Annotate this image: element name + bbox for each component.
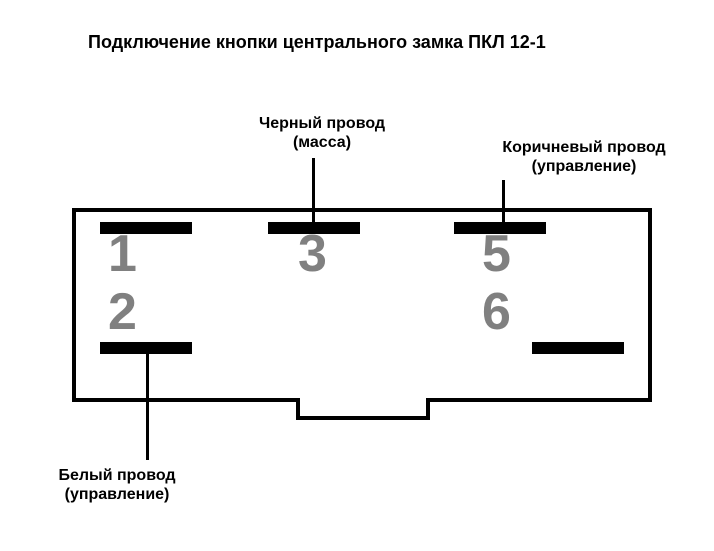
pin-2: 2: [108, 282, 137, 342]
label-white-wire: Белый провод (управление): [42, 466, 192, 504]
leader-pin5: [502, 180, 505, 222]
label-black-line1: Черный провод: [259, 115, 385, 132]
label-black-wire: Черный провод (масса): [242, 114, 402, 152]
pin5-bar: [454, 222, 546, 234]
pin3-bar: [268, 222, 360, 234]
label-white-line2: (управление): [65, 486, 170, 503]
label-white-line1: Белый провод: [58, 467, 175, 484]
pin1-bar: [100, 222, 192, 234]
pin-6: 6: [482, 282, 511, 342]
leader-pin3: [312, 158, 315, 222]
label-brown-wire: Коричневый провод (управление): [484, 138, 684, 176]
diagram-title: Подключение кнопки центрального замка ПК…: [88, 32, 546, 53]
pin2-bar: [100, 342, 192, 354]
pin6-bar: [532, 342, 624, 354]
label-black-line2: (масса): [293, 134, 351, 151]
leader-pin2: [146, 354, 149, 460]
label-brown-line2: (управление): [532, 158, 637, 175]
label-brown-line1: Коричневый провод: [502, 139, 665, 156]
